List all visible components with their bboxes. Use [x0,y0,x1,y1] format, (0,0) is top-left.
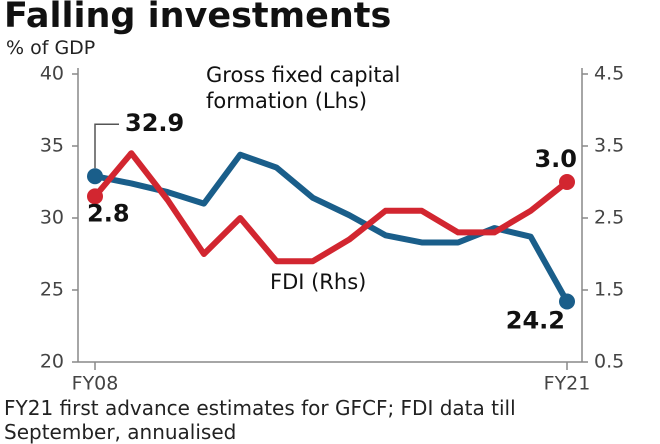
chart-title: Falling investments [4,0,392,36]
leader [94,123,119,169]
end-dot [559,174,575,190]
data-label: 3.0 [534,145,577,173]
data-label: 32.9 [125,109,184,137]
y2-tick-label: 0.5 [594,351,624,373]
y-tick-label: 40 [40,63,64,85]
y-axis-label: % of GDP [6,37,96,59]
footnote: FY21 first advance estimates for GFCF; F… [4,396,516,444]
end-dot [559,293,575,310]
y-tick-label: 30 [40,207,64,229]
y-tick-label: 35 [40,135,64,157]
series-label: Gross fixed capital formation (Lhs) [206,63,401,113]
y2-tick-label: 3.5 [594,135,624,157]
series-line [92,150,569,265]
end-dot [87,168,103,185]
series-label: FDI (Rhs) [270,270,367,294]
data-label: 2.8 [87,199,130,227]
y2-tick-label: 1.5 [594,279,624,301]
y2-tick-label: 2.5 [594,207,624,229]
data-label: 24.2 [506,307,565,335]
y-tick-label: 25 [40,279,64,301]
end-dot [87,188,103,205]
x-tick-label: FY21 [544,373,591,395]
x-tick-label: FY08 [72,373,119,395]
y2-tick-label: 4.5 [594,63,624,85]
y-tick-label: 20 [40,351,64,373]
